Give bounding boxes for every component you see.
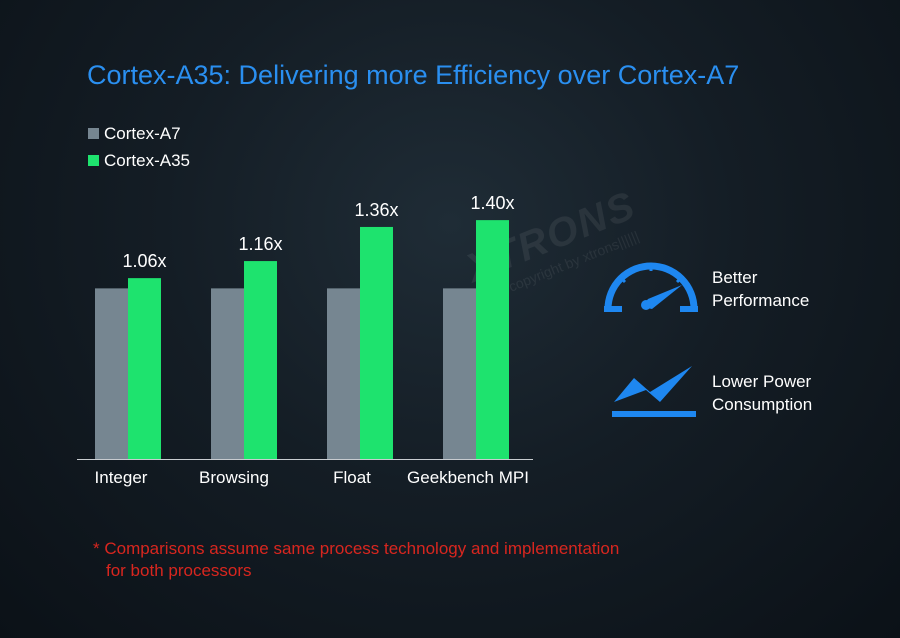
legend-swatch-cortex-a7: [88, 128, 99, 139]
x-tick-label: Geekbench MPI: [407, 468, 529, 487]
bar-cortex-a7-browsing: [211, 288, 244, 459]
legend-item-cortex-a7: Cortex-A7: [88, 120, 190, 147]
x-tick-label: Browsing: [199, 468, 269, 487]
feature-label-line: Performance: [712, 291, 810, 310]
footnote-line-2: for both processors: [106, 561, 252, 580]
legend-label-cortex-a7: Cortex-A7: [104, 123, 181, 143]
bar-cortex-a35-integer: [128, 278, 161, 459]
speedometer-icon: [604, 262, 698, 312]
bar-cortex-a35-float: [360, 226, 393, 459]
feature-better-performance: Better Performance: [712, 266, 809, 312]
bar-cortex-a7-geekbench-mpi: [443, 288, 476, 459]
data-label: 1.06x: [122, 251, 166, 271]
bar-chart: 1.06x Integer 1.16x Browsing 1.36x Float 1.40x…: [77, 193, 533, 487]
feature-lower-power: Lower Power Consumption: [712, 370, 812, 416]
feature-label-line: Better: [712, 268, 758, 287]
bar-cortex-a7-float: [327, 288, 360, 459]
footnote: * Comparisons assume same process techno…: [93, 538, 619, 582]
bar-cortex-a35-geekbench-mpi: [476, 220, 509, 459]
footnote-line-1: * Comparisons assume same process techno…: [93, 539, 620, 558]
legend-item-cortex-a35: Cortex-A35: [88, 147, 190, 174]
chart-title: Cortex-A35: Delivering more Efficiency o…: [87, 60, 740, 90]
feature-label-line: Consumption: [712, 395, 813, 414]
x-tick-label: Float: [333, 468, 371, 487]
data-label: 1.16x: [238, 234, 282, 254]
legend-swatch-cortex-a35: [88, 155, 99, 166]
x-tick-label: Integer: [95, 468, 148, 487]
lightning-icon: [612, 366, 696, 417]
feature-label-line: Lower Power: [712, 372, 812, 391]
bar-cortex-a35-browsing: [244, 261, 277, 459]
data-label: 1.36x: [354, 200, 398, 220]
data-label: 1.40x: [470, 193, 514, 213]
legend: Cortex-A7 Cortex-A35: [88, 120, 190, 174]
bar-cortex-a7-integer: [95, 288, 128, 459]
legend-label-cortex-a35: Cortex-A35: [104, 150, 190, 170]
